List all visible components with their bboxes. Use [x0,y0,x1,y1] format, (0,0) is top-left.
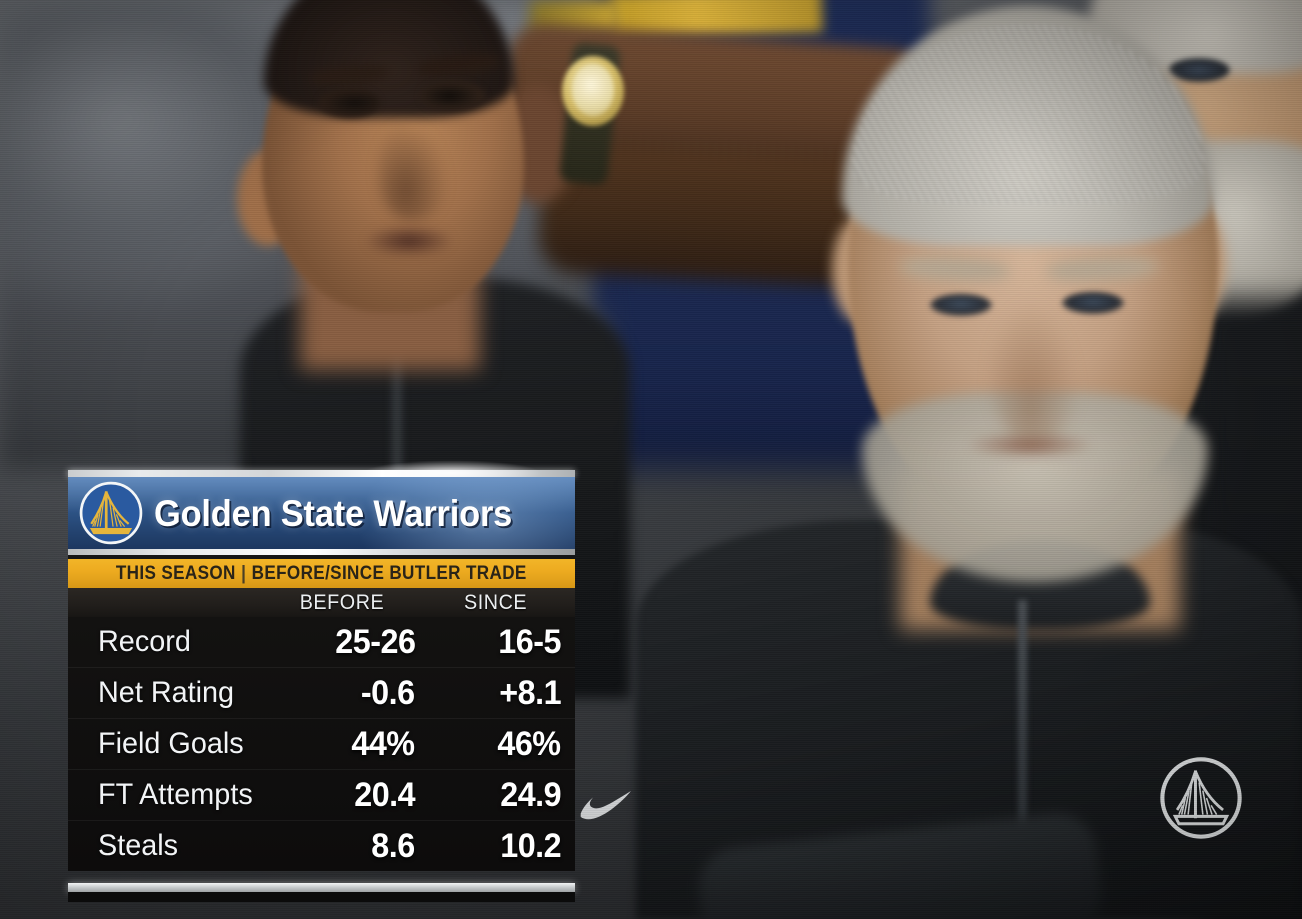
head-coach-nose [990,300,1080,440]
nike-swoosh-icon [580,790,631,820]
graphic-bottom-padding [68,892,575,902]
table-row: Steals 8.6 10.2 [68,820,575,871]
stat-value-before: -0.6 [361,674,415,712]
warriors-bridge-logo-icon [79,481,143,545]
table-row: Net Rating -0.6 +8.1 [68,667,575,718]
stat-value-before: 25-26 [334,623,416,661]
stat-value-before: 20.4 [354,776,415,814]
table-row: FT Attempts 20.4 24.9 [68,769,575,820]
subtitle-separator: | [241,563,247,584]
graphic-top-accent-bar [68,460,575,486]
head-coach-jacket-zipper [1018,600,1027,850]
stat-label: FT Attempts [98,778,253,811]
column-header-since: SINCE [463,591,527,614]
column-header-before: BEFORE [299,591,385,614]
stat-value-before: 44% [351,725,416,763]
assistant-coach-jacket-zipper [392,330,402,500]
graphic-bottom-accent-bar [68,883,575,892]
warriors-bridge-logo-icon [1160,757,1242,839]
subtitle-text: THIS SEASON | BEFORE/SINCE BUTLER TRADE [116,564,527,583]
graphic-header-divider-shadow [68,555,575,559]
table-column-headers: BEFORE SINCE [68,588,575,617]
stat-value-since: 16-5 [498,623,561,661]
stat-value-since: 24.9 [500,776,561,814]
stats-lower-third-graphic: Golden State Warriors THIS SEASON | BEFORE… [68,460,575,902]
assistant-coach-eye-right [420,80,486,112]
assistant-coach-mouth [366,226,452,256]
graphic-header-divider [68,549,575,555]
head-coach-eye-left [930,294,992,316]
stat-value-since: +8.1 [499,674,561,712]
stat-label: Record [98,625,191,658]
stat-label: Steals [98,829,179,862]
stat-value-since: 10.2 [500,827,561,865]
stats-table-body: Record 25-26 16-5 Net Rating -0.6 +8.1 F… [68,617,575,871]
wristwatch-face [572,64,614,116]
stat-label: Field Goals [98,727,244,760]
subtitle-left: THIS SEASON [116,563,236,584]
table-row: Record 25-26 16-5 [68,617,575,667]
graphic-header: Golden State Warriors [68,477,575,549]
stat-label: Net Rating [98,676,235,709]
assistant-coach-eye-left [318,88,380,118]
stat-value-before: 8.6 [371,827,416,865]
subtitle-right: BEFORE/SINCE BUTLER TRADE [251,563,527,584]
second-coach-eye [1168,58,1230,82]
stat-value-since: 46% [497,725,562,763]
table-row: Field Goals 44% 46% [68,718,575,769]
assistant-coach-nose [378,120,448,220]
page-title: Golden State Warriors [154,492,513,534]
graphic-subtitle-bar: THIS SEASON | BEFORE/SINCE BUTLER TRADE [68,559,575,588]
team-logo [74,479,148,547]
head-coach-eye-right [1062,292,1124,314]
